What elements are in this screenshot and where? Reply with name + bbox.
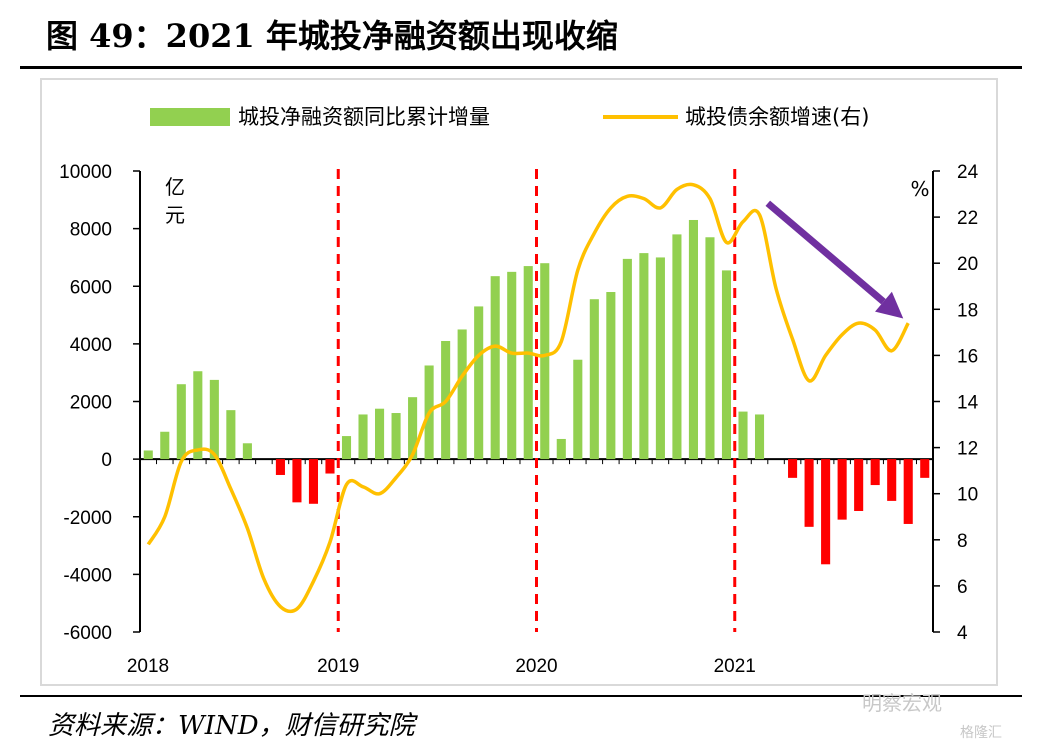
bar [655, 257, 665, 460]
left-tick-label: 10000 [59, 162, 112, 183]
bar-series [143, 219, 930, 565]
legend: 城投净融资额同比累计增量 城投债余额增速(右) [150, 105, 869, 129]
right-tick-label: 24 [957, 162, 979, 183]
year-dividers [336, 169, 737, 632]
watermark-sub: 格隆汇 [960, 725, 1002, 741]
left-tick-label: 2000 [70, 393, 112, 414]
bar [358, 414, 368, 460]
bar [589, 299, 599, 460]
bar [341, 436, 352, 460]
line-series [146, 182, 910, 614]
right-tick-label: 16 [957, 346, 978, 367]
bar [160, 431, 170, 460]
watermark: 明察宏观 [862, 691, 942, 715]
figure-title: 图 49：2021 年城投净融资额出现收缩 [46, 17, 618, 55]
bar [242, 443, 252, 460]
left-tick-label: -6000 [63, 623, 112, 644]
right-tick-label: 22 [957, 208, 978, 229]
bar [903, 459, 913, 524]
bar [209, 379, 219, 460]
bar [837, 459, 847, 520]
bar [854, 459, 864, 511]
bar [523, 266, 533, 460]
year-label: 2019 [317, 656, 359, 677]
bar [474, 306, 484, 460]
left-tick-label: 4000 [70, 335, 112, 356]
bar [573, 359, 583, 460]
bar [457, 329, 467, 460]
legend-bar-label: 城投净融资额同比累计增量 [238, 105, 490, 129]
bar [143, 450, 153, 460]
bar [738, 411, 748, 460]
right-tick-label: 18 [957, 300, 978, 321]
bar [193, 371, 203, 460]
arrow-head [875, 291, 904, 319]
legend-bar-swatch [150, 108, 230, 126]
left-tick-label: -4000 [63, 565, 112, 586]
bar [275, 459, 285, 475]
trend-arrow [765, 200, 904, 319]
year-label: 2018 [127, 656, 169, 677]
right-tick-label: 12 [957, 439, 978, 460]
bar [622, 258, 632, 460]
bar [556, 438, 566, 460]
left-tick-label: 8000 [70, 220, 112, 241]
right-unit: % [910, 177, 929, 201]
bar [375, 408, 385, 460]
bar [721, 270, 732, 460]
left-tick-label: -2000 [63, 508, 112, 529]
bar [226, 410, 236, 460]
right-tick-label: 6 [957, 577, 968, 598]
top-rule [20, 66, 1022, 69]
bar [490, 276, 500, 460]
year-label: 2020 [515, 656, 557, 677]
bar [325, 459, 335, 474]
bar [606, 292, 616, 460]
bar [507, 271, 517, 460]
tick-labels: 10000 8000 6000 4000 2000 0 -2000 -4000 -6000 24 2… [59, 162, 978, 677]
bar [176, 384, 186, 460]
left-tick-label: 0 [101, 450, 112, 471]
legend-line-label: 城投债余额增速(右) [685, 105, 869, 129]
bottom-rule [20, 695, 1022, 697]
bar [688, 219, 698, 460]
bar [887, 459, 897, 501]
year-label: 2021 [714, 656, 756, 677]
right-tick-label: 14 [957, 393, 979, 414]
right-tick-label: 10 [957, 485, 978, 506]
left-unit-char: 亿 [165, 175, 185, 199]
bar [292, 459, 302, 503]
left-unit-char: 元 [165, 203, 185, 227]
arrow-shaft [765, 200, 886, 305]
bar [705, 237, 715, 460]
right-tick-label: 8 [957, 531, 968, 552]
right-tick-label: 4 [957, 623, 968, 644]
bar [672, 234, 682, 460]
bar [920, 459, 930, 478]
bar [804, 459, 814, 527]
bar [391, 413, 401, 460]
bar [821, 459, 831, 565]
bar [870, 459, 880, 486]
bar [540, 263, 550, 460]
left-tick-label: 6000 [70, 277, 112, 298]
source-note: 资料来源：WIND，财信研究院 [48, 711, 415, 741]
right-tick-label: 20 [957, 254, 978, 275]
bar [408, 397, 418, 460]
bar [788, 459, 798, 478]
bar [754, 414, 765, 460]
bar [639, 253, 649, 460]
bar [308, 459, 319, 504]
